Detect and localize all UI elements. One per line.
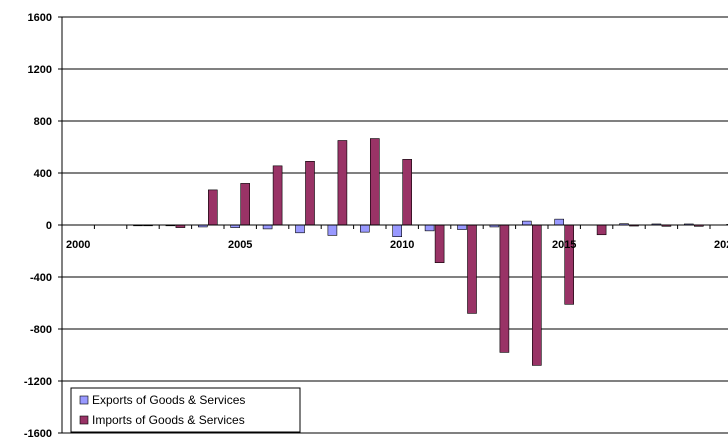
imports-bar-2014 (531, 224, 542, 366)
y-tick-label: 400 (34, 168, 52, 180)
imports-bar-2010 (402, 159, 413, 226)
exports-bar-2006 (262, 224, 273, 230)
y-axis-ticks: 1600 1200 800 400 0 -400 -800 -1200 -1600 (24, 12, 62, 440)
exports-bar-2010 (392, 224, 403, 237)
x-tick-label: 2010 (390, 239, 414, 251)
exports-bar-2009 (359, 224, 370, 233)
y-tick-label: 0 (46, 220, 52, 232)
legend-swatch (79, 395, 89, 405)
legend-box (70, 387, 301, 433)
x-tick-label: 2020 (714, 239, 728, 251)
exports-bar-2008 (327, 224, 338, 236)
y-tick-label: -400 (30, 272, 52, 284)
legend: Exports of Goods & Services Imports of Go… (70, 387, 301, 433)
y-tick-label: 1600 (28, 12, 52, 24)
legend-swatch (79, 415, 89, 425)
exports-bar-2007 (295, 224, 305, 234)
imports-bar-2015 (564, 224, 575, 305)
imports-bar-2005 (240, 183, 250, 226)
x-tick-label: 2000 (66, 239, 90, 251)
imports-bar-2004 (208, 189, 218, 226)
axes (61, 17, 728, 433)
imports-bar-2013 (499, 224, 510, 353)
imports-bar-2012 (467, 224, 477, 314)
exports-bar-2011 (424, 224, 435, 232)
y-tick-label: 1200 (28, 64, 52, 76)
x-tick-label: 2005 (228, 239, 252, 251)
imports-bar-2007 (305, 161, 315, 226)
y-tick-label: -1600 (24, 428, 52, 440)
bars (133, 138, 728, 366)
imports-bar-2008 (337, 140, 348, 226)
y-tick-label: 800 (34, 116, 52, 128)
y-tick-label: -1200 (24, 376, 52, 388)
imports-bar-2011 (434, 224, 445, 264)
imports-bar-2006 (272, 165, 283, 226)
exports-bar-2014 (521, 220, 532, 226)
x-axis-ticks: 2000 2005 2010 2015 2020 (61, 225, 728, 251)
exports-bar-2015 (554, 218, 565, 226)
y-tick-label: -800 (30, 324, 52, 336)
legend-label: Exports of Goods & Services (92, 393, 245, 407)
imports-bar-2016 (596, 224, 607, 236)
legend-label: Imports of Goods & Services (92, 413, 245, 427)
exports-bar-2012 (457, 224, 467, 230)
imports-bar-2009 (369, 138, 380, 226)
x-tick-label: 2015 (552, 239, 576, 251)
